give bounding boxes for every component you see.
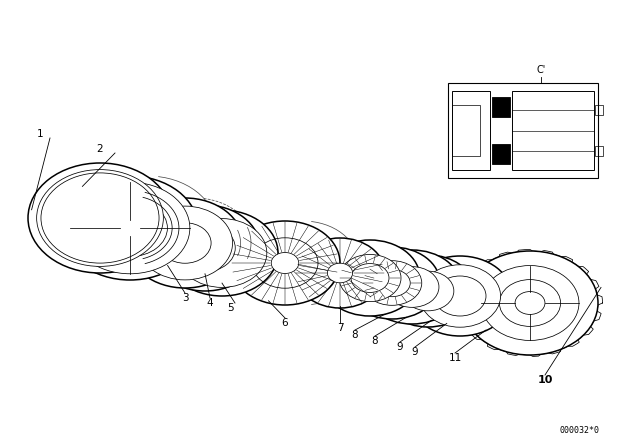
Text: 4: 4 [207, 298, 213, 308]
Ellipse shape [36, 170, 163, 267]
Ellipse shape [150, 205, 260, 291]
Ellipse shape [374, 269, 410, 297]
Ellipse shape [109, 212, 150, 244]
Text: 3: 3 [182, 293, 188, 303]
Ellipse shape [320, 240, 420, 316]
Ellipse shape [166, 210, 278, 296]
Bar [452, 91, 490, 170]
Ellipse shape [230, 221, 340, 305]
Ellipse shape [70, 182, 190, 274]
Ellipse shape [363, 250, 461, 324]
Bar [448, 83, 598, 178]
Ellipse shape [481, 266, 579, 340]
Ellipse shape [362, 261, 422, 306]
Ellipse shape [159, 223, 211, 263]
Ellipse shape [344, 247, 440, 319]
Ellipse shape [62, 176, 198, 280]
Text: C': C' [536, 65, 546, 75]
Bar [595, 146, 603, 156]
Ellipse shape [120, 220, 140, 236]
Bar [512, 91, 594, 170]
Text: 2: 2 [97, 144, 103, 154]
Text: 9: 9 [412, 347, 419, 357]
Text: 8: 8 [352, 330, 358, 340]
Text: 8: 8 [372, 336, 378, 346]
Ellipse shape [328, 263, 353, 283]
Bar [452, 105, 480, 156]
Ellipse shape [499, 280, 561, 327]
Ellipse shape [402, 271, 454, 311]
Ellipse shape [339, 254, 401, 302]
Ellipse shape [177, 219, 267, 288]
Ellipse shape [385, 267, 439, 307]
Text: 10: 10 [538, 375, 553, 385]
Ellipse shape [41, 173, 159, 263]
Ellipse shape [434, 276, 486, 316]
Ellipse shape [381, 255, 475, 327]
Bar [492, 97, 510, 117]
Ellipse shape [127, 198, 243, 288]
Ellipse shape [271, 253, 299, 273]
Bar [492, 144, 510, 164]
Text: 11: 11 [449, 353, 461, 363]
Ellipse shape [189, 236, 220, 260]
Ellipse shape [295, 238, 385, 308]
Polygon shape [458, 250, 602, 357]
Ellipse shape [515, 292, 545, 314]
Ellipse shape [462, 251, 598, 355]
Text: 1: 1 [36, 129, 44, 139]
Ellipse shape [93, 199, 168, 257]
Text: 5: 5 [227, 303, 234, 313]
Ellipse shape [351, 263, 389, 293]
Ellipse shape [408, 256, 512, 336]
Bar [595, 104, 603, 115]
Ellipse shape [175, 224, 236, 271]
Text: 9: 9 [397, 342, 403, 352]
Text: 7: 7 [337, 323, 343, 333]
Ellipse shape [138, 206, 232, 280]
Ellipse shape [419, 265, 500, 327]
Text: 6: 6 [282, 318, 288, 328]
Ellipse shape [28, 163, 172, 273]
Text: 000032*0: 000032*0 [560, 426, 600, 435]
